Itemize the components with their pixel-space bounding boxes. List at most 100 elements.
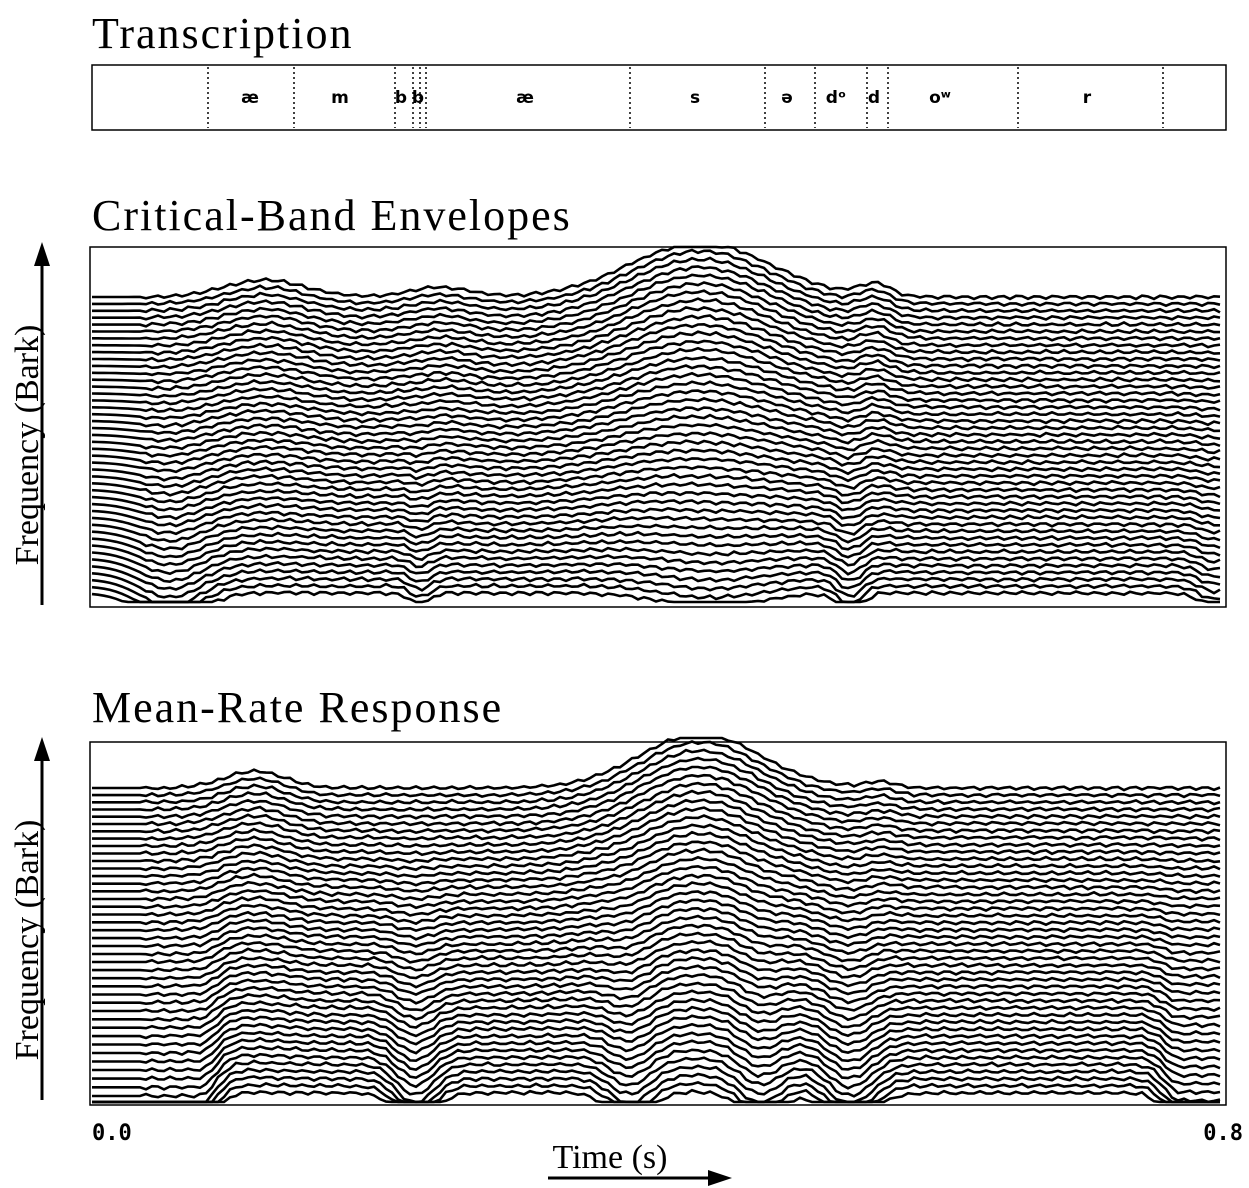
trace [91, 346, 1221, 392]
trace [92, 773, 1221, 827]
trace [92, 1039, 1221, 1081]
trace [91, 339, 1221, 385]
trace [91, 590, 1220, 604]
trace [92, 1005, 1221, 1047]
trace [92, 1072, 1220, 1104]
trace [92, 297, 1221, 349]
trace [92, 989, 1221, 1030]
trace [92, 981, 1221, 1022]
trace [92, 789, 1221, 842]
trace [91, 490, 1221, 521]
trace [91, 406, 1221, 443]
trace [92, 864, 1221, 910]
panel-title: Mean-Rate Response [92, 683, 503, 732]
segments: æ m b b æ s ə dᵒ d oʷ r [207, 67, 1164, 128]
trace [91, 538, 1221, 567]
trace [92, 756, 1221, 813]
trace [92, 798, 1221, 849]
trace [91, 448, 1221, 482]
segment-label: m [331, 88, 349, 108]
trace [91, 568, 1221, 599]
x-start-label: 0.0 [92, 1121, 132, 1146]
trace [92, 1064, 1221, 1104]
segment-label: r [1083, 88, 1092, 108]
trace [91, 546, 1221, 576]
trace [92, 806, 1221, 857]
trace [91, 465, 1221, 497]
segment-label: b [412, 88, 424, 108]
trace [91, 281, 1220, 335]
trace [92, 781, 1221, 835]
trace [92, 931, 1221, 973]
trace [91, 553, 1221, 584]
trace [92, 1031, 1221, 1073]
trace [91, 472, 1221, 504]
traces [92, 736, 1221, 1104]
trace [92, 322, 1221, 370]
trace [91, 371, 1221, 413]
trace [91, 413, 1221, 451]
trace [92, 736, 1221, 792]
arrow-head [708, 1170, 732, 1186]
trace [92, 256, 1221, 314]
segment-label: b [395, 88, 407, 108]
trace [92, 997, 1221, 1040]
segment-label: ə [781, 88, 793, 108]
trace [92, 314, 1221, 363]
trace [92, 265, 1221, 321]
trace [91, 355, 1221, 399]
segment-label: æ [516, 88, 534, 108]
trace [92, 1022, 1221, 1064]
trace [92, 830, 1221, 879]
segment-label: s [690, 88, 700, 108]
trace [92, 939, 1221, 981]
trace [92, 964, 1221, 1006]
trace [92, 855, 1221, 902]
trace [92, 890, 1221, 933]
trace [92, 956, 1221, 998]
segment-label: oʷ [929, 88, 951, 108]
y-axis-label: Frequency (Bark) [9, 325, 46, 566]
trace [91, 561, 1221, 591]
arrow-head [34, 737, 50, 761]
trace [91, 515, 1221, 543]
transcription-title: Transcription [92, 9, 354, 58]
trace [91, 431, 1221, 466]
trace [92, 914, 1221, 957]
trace [92, 289, 1221, 342]
trace [92, 1014, 1221, 1057]
trace [91, 575, 1221, 604]
trace [92, 814, 1221, 864]
trace [92, 1056, 1221, 1099]
trace [91, 456, 1221, 489]
trace [92, 906, 1221, 949]
trace [92, 740, 1221, 799]
trace [91, 582, 1221, 604]
trace [92, 840, 1221, 887]
panel-frame [89, 246, 1227, 608]
trace [92, 873, 1221, 918]
trace [91, 439, 1221, 474]
trace [92, 1081, 1220, 1104]
trace [91, 330, 1221, 377]
trace [92, 306, 1221, 356]
trace [91, 530, 1221, 559]
trace [92, 748, 1221, 806]
trace [92, 1088, 1220, 1104]
arrow-head [34, 242, 50, 266]
trace [92, 248, 1221, 308]
trace [92, 923, 1221, 965]
segment-label: æ [241, 88, 259, 108]
transcription-box [91, 64, 1227, 131]
trace [91, 506, 1220, 536]
trace [91, 364, 1221, 406]
trace [92, 1048, 1221, 1091]
trace [91, 397, 1221, 436]
trace [91, 523, 1221, 551]
trace [92, 847, 1221, 895]
trace [91, 499, 1221, 528]
panel-frame [89, 741, 1227, 1106]
segment-label: d [868, 88, 880, 108]
y-axis-label: Frequency (Bark) [9, 820, 46, 1061]
